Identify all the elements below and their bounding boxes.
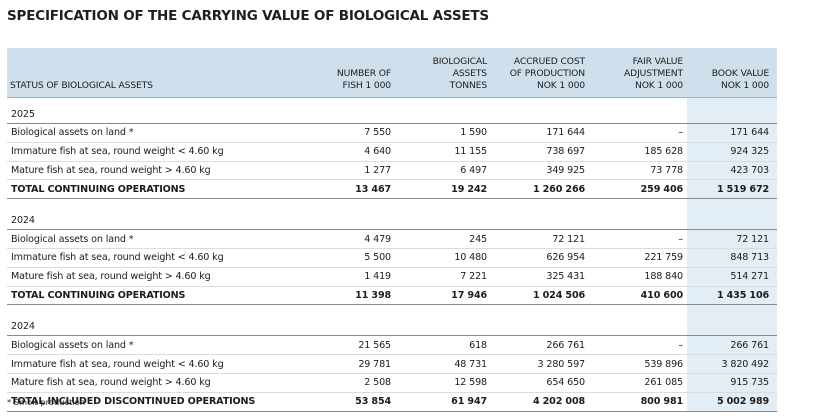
header-accrued-cost: ACCRUED COST OF PRODUCTION NOK 1 000 bbox=[491, 48, 589, 98]
year-label: 2025 bbox=[7, 106, 310, 124]
header-book-value: BOOK VALUE NOK 1 000 bbox=[687, 48, 777, 98]
year-label: 2024 bbox=[7, 212, 310, 231]
year-label: 2024 bbox=[7, 318, 310, 337]
header-biological-assets: BIOLOGICAL ASSETS TONNES bbox=[395, 48, 491, 98]
header-status: STATUS OF BIOLOGICAL ASSETS bbox=[7, 48, 310, 98]
table-row: Mature fish at sea, round weight > 4.60 … bbox=[7, 161, 777, 181]
table-row: Immature fish at sea, round weight < 4.6… bbox=[7, 142, 777, 162]
footnote: * Smolt production bbox=[7, 397, 85, 407]
biological-assets-table: STATUS OF BIOLOGICAL ASSETS NUMBER OF FIS… bbox=[7, 48, 777, 412]
table-row: Immature fish at sea, round weight < 4.6… bbox=[7, 248, 777, 268]
header-number-of-fish: NUMBER OF FISH 1 000 bbox=[310, 48, 395, 98]
page-title: SPECIFICATION OF THE CARRYING VALUE OF B… bbox=[7, 8, 489, 24]
header-fair-value-adjustment: FAIR VALUE ADJUSTMENT NOK 1 000 bbox=[589, 48, 687, 98]
table-row: Immature fish at sea, round weight < 4.6… bbox=[7, 354, 777, 374]
table-row: Biological assets on land * 4 479 245 72… bbox=[7, 229, 777, 249]
table-row: Mature fish at sea, round weight > 4.60 … bbox=[7, 267, 777, 287]
table-row: Biological assets on land * 21 565 618 2… bbox=[7, 335, 777, 356]
section-year-row: 2024 bbox=[7, 212, 777, 231]
total-row: TOTAL INCLUDED DISCONTINUED OPERATIONS 5… bbox=[7, 392, 777, 412]
table-row: Mature fish at sea, round weight > 4.60 … bbox=[7, 373, 777, 393]
section-year-row: 2024 bbox=[7, 318, 777, 337]
total-row: TOTAL CONTINUING OPERATIONS 13 467 19 24… bbox=[7, 179, 777, 200]
section-year-row: 2025 bbox=[7, 106, 777, 124]
total-row: TOTAL CONTINUING OPERATIONS 11 398 17 94… bbox=[7, 286, 777, 306]
table-row: Biological assets on land * 7 550 1 590 … bbox=[7, 123, 777, 143]
table-header-row: STATUS OF BIOLOGICAL ASSETS NUMBER OF FIS… bbox=[7, 48, 777, 98]
